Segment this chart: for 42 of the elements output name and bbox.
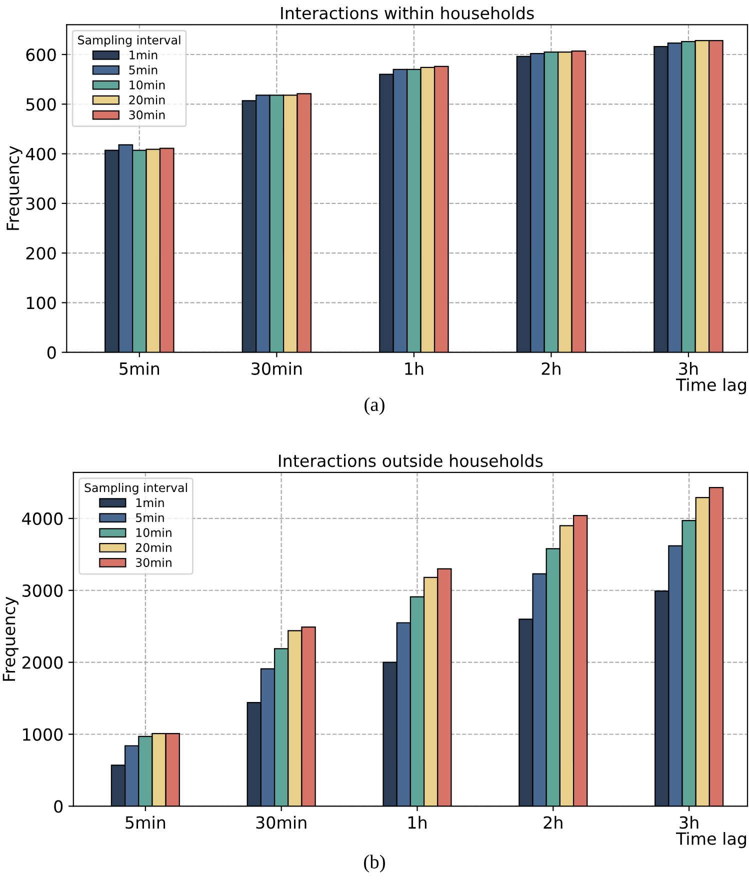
x-tick-label: 2h [544,816,562,829]
x-tick-label: 1h [405,362,424,375]
y-tick-label: 3000 [22,584,63,597]
x-tick-label: 2h [542,362,560,375]
legend-label: 1min [136,498,164,507]
y-tick-label: 4000 [22,512,63,526]
legend-label: 20min [136,542,172,552]
y-tick-label: 500 [26,98,56,111]
x-axis-title: Time lag [676,832,746,848]
x-tick-label: 1h [408,816,426,829]
text: (b) [364,854,385,872]
y-axis-title: Frequency [2,596,18,681]
y-tick-label: 400 [26,148,56,160]
legend-label: 10min [130,80,165,90]
y-tick-label: 600 [26,48,56,62]
x-tick-label: 5min [120,362,160,375]
legend-title: Sampling interval [78,35,180,47]
legend-label: 10min [136,528,172,538]
legend-title: Sampling interval [84,483,187,494]
x-tick-label: 3h [679,362,698,375]
x-tick-label: 3h [680,816,698,829]
x-tick-label: 30min [256,816,306,829]
y-tick-label: 0 [47,346,56,359]
legend-label: 5min [129,65,158,74]
chart-title: Interactions outside households [279,454,543,468]
y-tick-label: 200 [26,247,56,260]
y-tick-label: 1000 [23,728,63,741]
legend-label: 5min [136,512,164,522]
legend-label: 20min [129,95,165,104]
legend-label: 30min [129,110,165,120]
y-axis-title: Frequency [6,146,22,230]
x-tick-label: 30min [252,362,302,375]
chart-title: Interactions within households [281,6,534,20]
text: (a) [364,397,384,416]
y-tick-label: 0 [54,800,63,813]
x-axis-title: Time lag [676,378,746,394]
y-tick-label: 300 [26,197,56,210]
y-tick-label: 100 [26,296,56,310]
legend-label: 30min [136,558,172,568]
x-tick-label: 5min [126,816,166,829]
legend-label: 1min [130,50,158,60]
y-tick-label: 2000 [22,656,63,669]
